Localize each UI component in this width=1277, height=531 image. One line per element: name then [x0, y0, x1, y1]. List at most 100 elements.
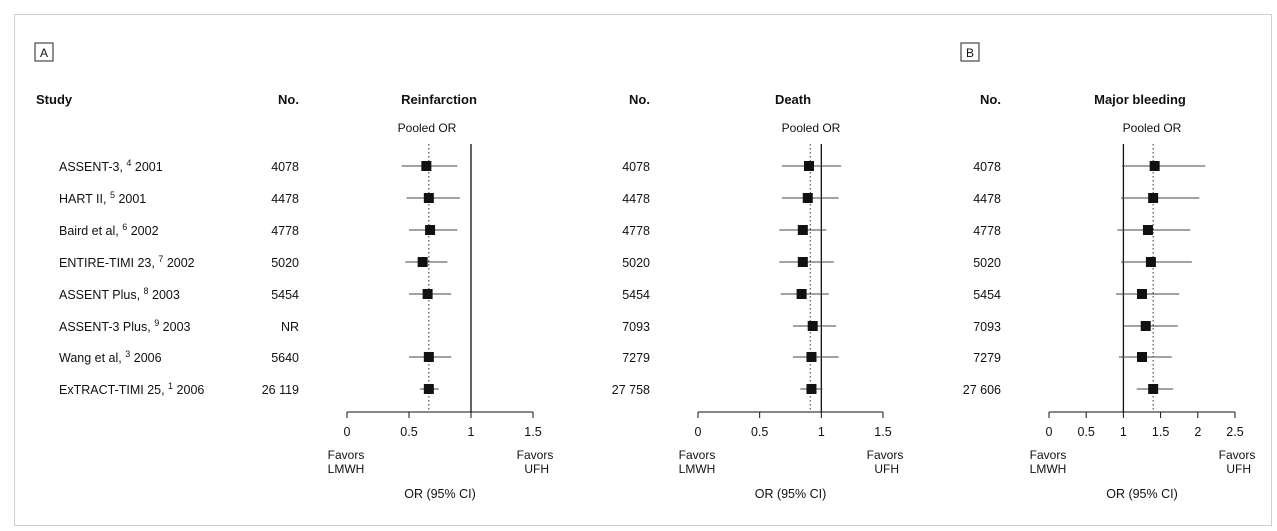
- study-reference: 5: [110, 190, 115, 200]
- pooled-or-label-reinfarction: Pooled OR: [398, 121, 457, 135]
- n-header-death: No.: [629, 92, 650, 107]
- sample-size: 5454: [271, 288, 299, 302]
- x-tick-label: 1.5: [874, 425, 891, 439]
- or-point: [1137, 352, 1147, 362]
- favors-right-group: UFH: [874, 462, 899, 476]
- or-point: [1137, 289, 1147, 299]
- sample-size: 7093: [622, 320, 650, 334]
- x-tick-label: 1: [1120, 425, 1127, 439]
- study-name: ASSENT Plus, 8 2003: [59, 286, 180, 302]
- study-year: 2003: [149, 288, 180, 302]
- or-point: [1140, 321, 1151, 331]
- x-tick-label: 2.5: [1226, 425, 1243, 439]
- sample-size: 26 119: [262, 383, 299, 397]
- study-reference: 4: [126, 158, 131, 168]
- study-name: ASSENT-3 Plus, 9 2003: [59, 318, 191, 334]
- favors-right-label: Favors: [867, 448, 904, 462]
- study-year: 2006: [130, 351, 161, 365]
- or-point: [1148, 384, 1159, 394]
- sample-size: 7279: [973, 351, 1001, 365]
- x-tick-label: 2: [1194, 425, 1201, 439]
- study-year: 2001: [115, 192, 146, 206]
- sample-size: 7093: [973, 320, 1001, 334]
- sample-size: 27 606: [963, 383, 1001, 397]
- reinfarction-title: Reinfarction: [401, 92, 477, 107]
- sample-size: 5020: [973, 256, 1001, 270]
- sample-size: 4478: [271, 192, 299, 206]
- study-name: ENTIRE-TIMI 23, 7 2002: [59, 254, 195, 270]
- study-label: Wang et al,: [59, 351, 125, 365]
- study-reference: 3: [125, 349, 130, 359]
- favors-left-group: LMWH: [328, 462, 365, 476]
- forest-panel-death: 4078 4478 4778 5020 5454 7093 7279 27 758 0 0.5 1 1…: [612, 144, 904, 501]
- favors-left-group: LMWH: [1030, 462, 1067, 476]
- study-reference: 9: [154, 318, 159, 328]
- x-axis-label: OR (95% CI): [755, 487, 827, 501]
- study-year: 2002: [127, 224, 158, 238]
- panel-a-box: [34, 42, 54, 62]
- or-point: [806, 384, 817, 394]
- or-point: [1148, 193, 1159, 203]
- x-tick-label: 0.5: [1078, 425, 1095, 439]
- pooled-or-label-bleeding: Pooled OR: [1123, 121, 1182, 135]
- or-point: [796, 289, 807, 299]
- or-point: [797, 225, 808, 235]
- sample-size: 4478: [622, 192, 650, 206]
- study-name: ASSENT-3, 4 2001: [59, 158, 163, 174]
- sample-size: 4778: [973, 224, 1001, 238]
- death-title: Death: [775, 92, 811, 107]
- study-label: ASSENT-3,: [59, 160, 126, 174]
- or-point: [421, 161, 432, 171]
- study-reference: 6: [122, 222, 127, 232]
- study-reference: 8: [144, 286, 149, 296]
- study-reference: 7: [158, 254, 163, 264]
- sample-size: 5454: [973, 288, 1001, 302]
- panel-a-label: A: [40, 46, 48, 60]
- study-label: ASSENT Plus,: [59, 288, 144, 302]
- panel-b-label: B: [966, 46, 974, 60]
- bleeding-title: Major bleeding: [1094, 92, 1186, 107]
- or-point: [423, 352, 434, 362]
- sample-size: NR: [281, 320, 299, 334]
- study-name: HART II, 5 2001: [59, 190, 146, 206]
- or-point: [417, 257, 428, 267]
- favors-right-label: Favors: [1219, 448, 1256, 462]
- x-tick-label: 1.5: [524, 425, 541, 439]
- favors-right-label: Favors: [517, 448, 554, 462]
- pooled-or-label-death: Pooled OR: [782, 121, 841, 135]
- x-tick-label: 0: [344, 425, 351, 439]
- x-tick-label: 1: [818, 425, 825, 439]
- study-name: Wang et al, 3 2006: [59, 349, 162, 365]
- n-header-reinfarction: No.: [278, 92, 299, 107]
- sample-size: 5020: [271, 256, 299, 270]
- study-year: 2003: [159, 320, 190, 334]
- x-tick-label: 1: [468, 425, 475, 439]
- study-reference: 1: [168, 381, 173, 391]
- study-label: HART II,: [59, 192, 110, 206]
- or-point: [797, 257, 808, 267]
- sample-size: 5020: [622, 256, 650, 270]
- x-tick-label: 0: [695, 425, 702, 439]
- sample-size: 4078: [271, 160, 299, 174]
- sample-size: 27 758: [612, 383, 650, 397]
- favors-left-group: LMWH: [679, 462, 716, 476]
- sample-size: 4078: [622, 160, 650, 174]
- or-point: [802, 193, 813, 203]
- study-name: ExTRACT-TIMI 25, 1 2006: [59, 381, 204, 397]
- or-point: [423, 384, 434, 394]
- study-header: Study: [36, 92, 73, 107]
- x-axis-label: OR (95% CI): [1106, 487, 1178, 501]
- or-point: [425, 225, 436, 235]
- study-label: Baird et al,: [59, 224, 122, 238]
- study-year: 2006: [173, 383, 204, 397]
- x-tick-label: 0.5: [400, 425, 417, 439]
- or-point: [1145, 257, 1156, 267]
- forest-panel-reinfarction: 4078 4478 4778 5020 5454 NR 5640 26 119 0 0.5 1 1.5…: [262, 144, 554, 501]
- study-label: ASSENT-3 Plus,: [59, 320, 154, 334]
- n-header-bleeding: No.: [980, 92, 1001, 107]
- or-point: [423, 193, 434, 203]
- forest-panel-bleeding: 4078 4478 4778 5020 5454 7093 7279 27 606 0 0.5 1 1…: [963, 144, 1256, 501]
- sample-size: 5454: [622, 288, 650, 302]
